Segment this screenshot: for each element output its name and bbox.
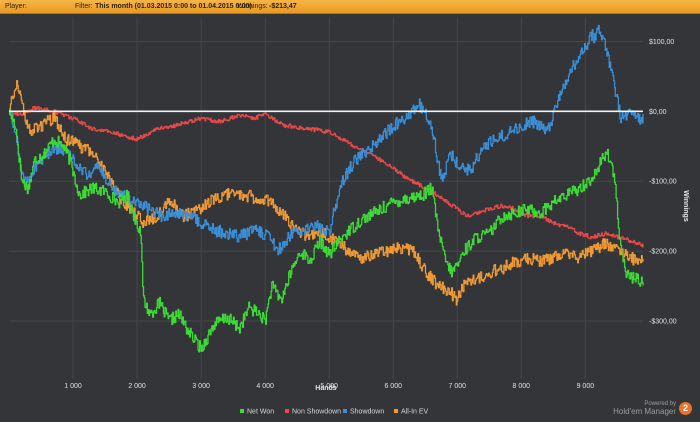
legend-label[interactable]: Showdown [350,409,384,416]
x-tick-label: 8 000 [513,383,531,390]
winnings-value: -$213,47 [269,3,297,10]
y-axis: $100,00 $0,00 -$100,00 -$200,00 -$300,00 [649,39,677,326]
legend: Net Won Non Showdown Showdown All-In EV [240,409,429,416]
y-tick-label: -$100,00 [649,179,677,186]
version-badge: 2 [679,402,692,415]
player-label: Player: [5,3,27,10]
y-tick-label: -$200,00 [649,249,677,256]
series-group [9,24,644,353]
y-tick-label: -$300,00 [649,318,677,325]
y-tick-label: $0,00 [649,109,667,116]
legend-swatch [394,409,398,413]
legend-swatch [343,409,347,413]
x-axis-title: Hands [315,385,337,392]
filter-bar: Player: Filter: This month (01.03.2015 0… [0,0,700,14]
x-tick-label: 4 000 [256,383,274,390]
filter-value[interactable]: This month (01.03.2015 0:00 to 01.04.201… [95,3,252,10]
y-axis-title: Winnings [682,190,689,222]
legend-label[interactable]: Non Showdown [292,409,341,416]
series-line-net-won [9,108,644,353]
powered-by-text: Powered by [644,401,676,407]
x-tick-label: 5 000 [320,383,338,390]
x-tick-label: 2 000 [128,383,146,390]
x-tick-label: 7 000 [449,383,467,390]
legend-label[interactable]: Net Won [247,409,274,416]
filter-label: Filter: [75,3,93,10]
x-tick-label: 6 000 [384,383,402,390]
legend-swatch [240,409,244,413]
product-name: Hold'em Manager [613,407,676,416]
plot-area [9,17,643,379]
winnings-chart: $100,00 $0,00 -$100,00 -$200,00 -$300,00 1 0… [9,17,689,416]
x-tick-label: 9 000 [577,383,595,390]
legend-label[interactable]: All-In EV [401,409,429,416]
series-line-showdown [9,24,644,256]
x-tick-label: 3 000 [192,383,210,390]
legend-swatch [285,409,289,413]
y-tick-label: $100,00 [649,39,674,46]
winnings-label: Winnings: [237,3,268,10]
x-tick-label: 1 000 [64,383,82,390]
brand-logo: Powered by Hold'em Manager 2 [613,401,692,416]
x-axis: 1 000 2 000 3 000 4 000 5 000 6 000 7 000 8 000… [64,383,594,390]
